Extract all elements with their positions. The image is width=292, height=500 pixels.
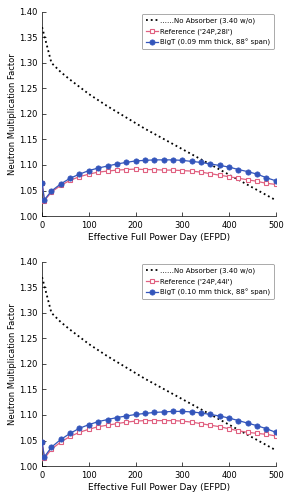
X-axis label: Effective Full Power Day (EFPD): Effective Full Power Day (EFPD) — [88, 482, 230, 492]
Y-axis label: Neutron Multiplication Factor: Neutron Multiplication Factor — [8, 53, 17, 175]
Y-axis label: Neutron Multiplication Factor: Neutron Multiplication Factor — [8, 303, 17, 425]
Legend: ……No Absorber (3.40 w/o), Reference ('24P,44I'), BigT (0.10 mm thick, 88° span): ……No Absorber (3.40 w/o), Reference ('24… — [142, 264, 274, 300]
Legend: ……No Absorber (3.40 w/o), Reference ('24P,28I'), BigT (0.09 mm thick, 88° span): ……No Absorber (3.40 w/o), Reference ('24… — [142, 14, 274, 50]
X-axis label: Effective Full Power Day (EFPD): Effective Full Power Day (EFPD) — [88, 232, 230, 241]
